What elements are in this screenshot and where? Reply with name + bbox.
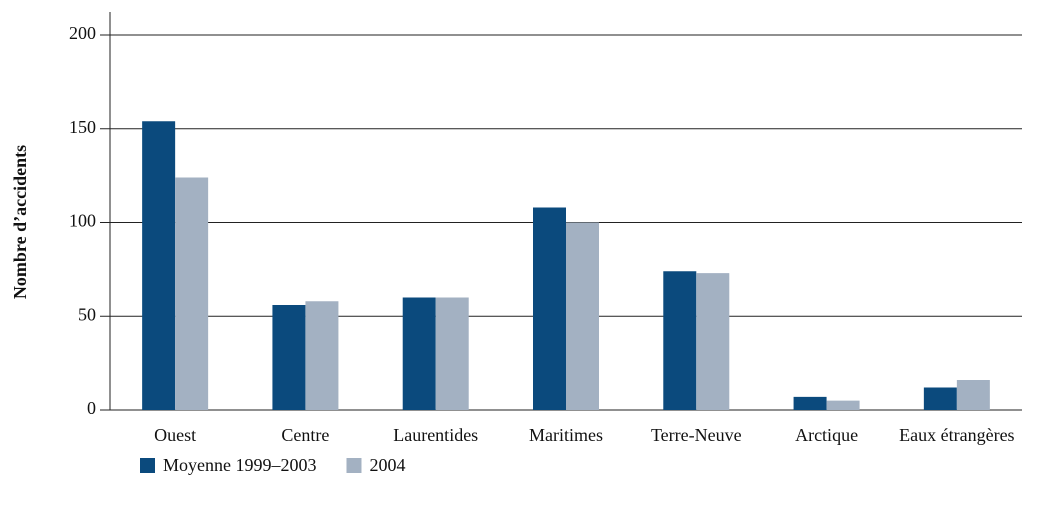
y-tick-label: 200	[69, 23, 96, 43]
bar	[533, 207, 566, 410]
bar	[435, 297, 469, 410]
bar	[956, 380, 990, 410]
bar	[663, 271, 697, 410]
legend-swatch	[346, 458, 362, 473]
bar	[696, 273, 730, 410]
bar	[272, 305, 306, 410]
y-tick-label: 0	[87, 398, 96, 418]
legend-label: Moyenne 1999–2003	[163, 455, 316, 475]
x-tick-label: Arctique	[795, 425, 858, 445]
y-axis-label: Nombre d’accidents	[10, 145, 30, 299]
legend-label: 2004	[369, 455, 405, 475]
bar	[142, 121, 176, 410]
x-tick-label: Maritimes	[529, 425, 603, 445]
x-tick-label: Laurentides	[393, 425, 478, 445]
bar	[305, 301, 339, 410]
y-tick-label: 150	[69, 117, 96, 137]
x-tick-label: Ouest	[154, 425, 196, 445]
legend-swatch	[140, 458, 155, 473]
x-tick-label: Eaux étrangères	[899, 425, 1014, 445]
bar	[402, 297, 436, 410]
x-tick-label: Terre-Neuve	[651, 425, 742, 445]
y-tick-label: 50	[78, 304, 96, 324]
bar	[566, 222, 599, 410]
x-tick-label: Centre	[281, 425, 329, 445]
bar	[923, 387, 957, 410]
bar	[175, 177, 209, 410]
bar	[793, 396, 827, 410]
y-tick-label: 100	[69, 211, 96, 231]
bar	[826, 400, 860, 410]
